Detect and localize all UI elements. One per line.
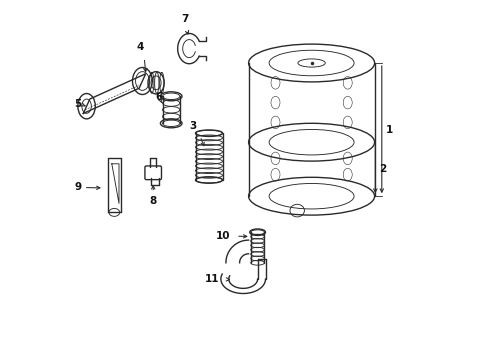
Text: 2: 2	[379, 164, 386, 174]
Text: 7: 7	[181, 14, 188, 24]
Text: 4: 4	[137, 42, 144, 52]
Text: 11: 11	[205, 274, 220, 284]
Text: 3: 3	[189, 121, 196, 131]
Text: 8: 8	[149, 196, 157, 206]
Text: 9: 9	[74, 182, 81, 192]
Text: 5: 5	[74, 99, 81, 109]
Text: 1: 1	[386, 125, 393, 135]
Text: 10: 10	[216, 231, 231, 241]
Text: 6: 6	[155, 92, 162, 102]
